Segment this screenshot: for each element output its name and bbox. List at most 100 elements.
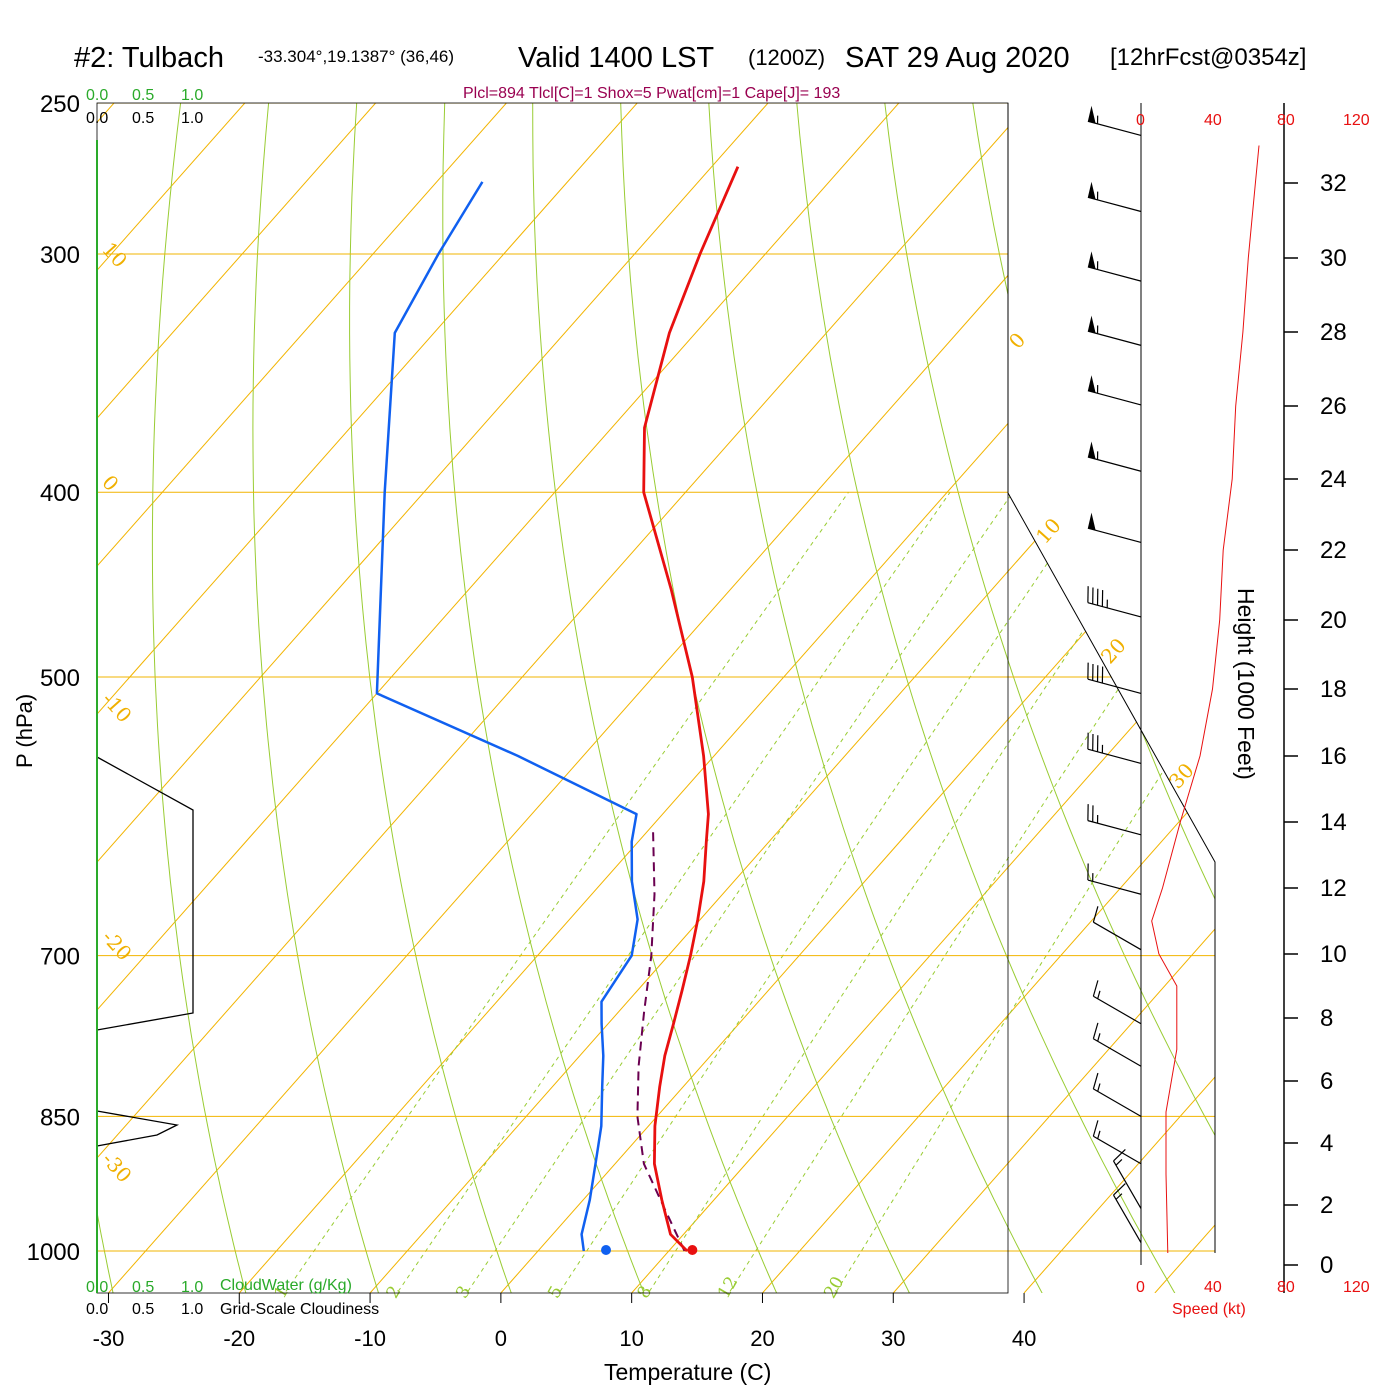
- dry-adiabat-line: [793, 103, 1198, 1293]
- dry-adiabat-lines: [97, 103, 1215, 1293]
- diagnostics-text: Plcl=894 Tlcl[C]=1 Shox=5 Pwat[cm]=1 Cap…: [463, 85, 840, 102]
- height-tick-label: 0: [1320, 1252, 1333, 1279]
- wind-barb-flag: [1113, 1183, 1126, 1196]
- speed-tick: 0: [1136, 112, 1145, 129]
- isotherm-line: [97, 103, 1031, 1293]
- x-tick-label: 30: [881, 1326, 905, 1351]
- wind-barb-flag: [1092, 980, 1099, 997]
- cloudiness-tick: 0.0: [86, 1301, 108, 1318]
- cloudiness-label: Grid-Scale Cloudiness: [220, 1301, 379, 1318]
- dry-adiabat-line: [151, 103, 257, 1293]
- wind-barb-staff: [1087, 820, 1142, 836]
- wind-barb: [1092, 1072, 1142, 1117]
- wind-barb-staff: [1087, 330, 1142, 346]
- wind-speed-line: [1151, 145, 1260, 1254]
- wind-barb-staff: [1087, 879, 1142, 895]
- mixing-ratio-label: 3: [452, 1283, 475, 1302]
- wind-barb-staff: [1087, 748, 1142, 765]
- dry-adiabat-line: [252, 103, 391, 1293]
- isotherm-lines: [97, 103, 1215, 1293]
- surface-temperature-point: [687, 1245, 698, 1255]
- wind-barb-staff: [1087, 678, 1142, 694]
- wind-barb-staff: [1087, 602, 1142, 618]
- height-tick-label: 26: [1320, 393, 1347, 420]
- speed-axis-label: Speed (kt): [1172, 1301, 1246, 1318]
- isotherm-line: [97, 103, 769, 1293]
- dry-adiabat-line: [706, 103, 1063, 1293]
- forecast-text: [12hrFcst@0354z]: [1110, 44, 1306, 71]
- mixing-ratio-label: 2: [383, 1283, 406, 1302]
- x-tick-label: 10: [619, 1326, 643, 1351]
- isotherm-line: [97, 103, 638, 1293]
- cloudiness-tick: 0.5: [132, 1301, 154, 1318]
- mixing-ratio-line: [467, 491, 1014, 1292]
- isotherm-line: [369, 103, 1215, 1293]
- wind-barb-pennant: [1087, 512, 1096, 531]
- wind-barb-staff: [1093, 1038, 1142, 1067]
- cloudwater-tick: 0.5: [132, 1279, 154, 1296]
- mixing-ratio-label: 8: [634, 1283, 657, 1302]
- height-tick-label: 12: [1320, 875, 1347, 902]
- isotherm-line: [892, 103, 1215, 1293]
- wind-barb-pennant: [1087, 181, 1096, 200]
- sounding-curves: [375, 166, 740, 1255]
- pressure-tick-label: 300: [40, 242, 80, 269]
- x-tick-label: 20: [750, 1326, 774, 1351]
- wind-barb-half-flag: [1097, 1083, 1101, 1092]
- cloudwater-tick: 0.5: [132, 87, 154, 104]
- wind-barb-flag: [1092, 1022, 1099, 1039]
- speed-tick: 0: [1136, 1279, 1145, 1296]
- wind-barb-staff: [1087, 390, 1142, 406]
- cloudiness-tick: 1.0: [181, 110, 203, 127]
- cloudiness-line: [96, 756, 194, 1031]
- isotherm-line: [762, 103, 1215, 1293]
- surface-dewpoint-point: [601, 1245, 612, 1255]
- wind-barb: [1087, 105, 1142, 137]
- coords-text: -33.304°,19.1387° (36,46): [258, 47, 454, 66]
- wind-barb: [1087, 315, 1142, 346]
- wind-barb-flag: [1092, 1072, 1099, 1090]
- mixing-ratio-line: [559, 491, 1097, 1292]
- height-tick-label: 8: [1320, 1005, 1333, 1032]
- wind-barb-pennant: [1087, 105, 1096, 124]
- height-tick-label: 24: [1320, 466, 1347, 493]
- isotherm-line: [97, 103, 900, 1293]
- isotherm-label: 20: [1096, 633, 1131, 668]
- wind-barb: [1087, 375, 1142, 406]
- wind-barb-pennant: [1087, 315, 1096, 334]
- y-axis-title: P (hPa): [12, 694, 37, 768]
- wind-barb-flag: [1113, 1148, 1126, 1162]
- dry-adiabat-line: [442, 103, 660, 1293]
- wind-barb: [1087, 181, 1142, 213]
- speed-tick: 80: [1277, 1279, 1295, 1296]
- speed-tick: 120: [1343, 112, 1370, 129]
- cloudiness-tick: 0.5: [132, 110, 154, 127]
- isotherm-line: [97, 103, 507, 1293]
- wind-barb: [1087, 863, 1142, 895]
- wind-barb-staff: [1087, 527, 1142, 543]
- isotherm-line: [1154, 103, 1215, 1293]
- isotherm-label: -30: [97, 1147, 136, 1187]
- x-tick-label: -10: [354, 1326, 386, 1351]
- mixing-ratio-line: [729, 491, 1215, 1292]
- isotherm-line: [238, 103, 1215, 1293]
- wind-barb: [1092, 1120, 1142, 1165]
- isotherm-line: [108, 103, 1161, 1293]
- isotherm-line: [631, 103, 1215, 1293]
- wind-barb-half-flag: [1097, 1130, 1101, 1139]
- x-axis-title: Temperature (C): [604, 1359, 771, 1385]
- mixing-ratio-line: [285, 491, 849, 1292]
- height-axis-title: Height (1000 Feet): [1233, 588, 1259, 780]
- pressure-tick-label: 1000: [27, 1239, 80, 1266]
- cloudwater-tick: 1.0: [181, 87, 203, 104]
- station-title: #2: Tulbach: [74, 42, 224, 74]
- wind-barbs: [1087, 105, 1142, 1243]
- mixing-ratio-line: [397, 491, 951, 1292]
- speed-tick: 40: [1204, 1279, 1222, 1296]
- wind-barb-pennant: [1087, 251, 1096, 269]
- pressure-tick-label: 250: [40, 91, 80, 118]
- mixing-ratio-line: [648, 491, 1177, 1292]
- speed-tick: 80: [1277, 112, 1295, 129]
